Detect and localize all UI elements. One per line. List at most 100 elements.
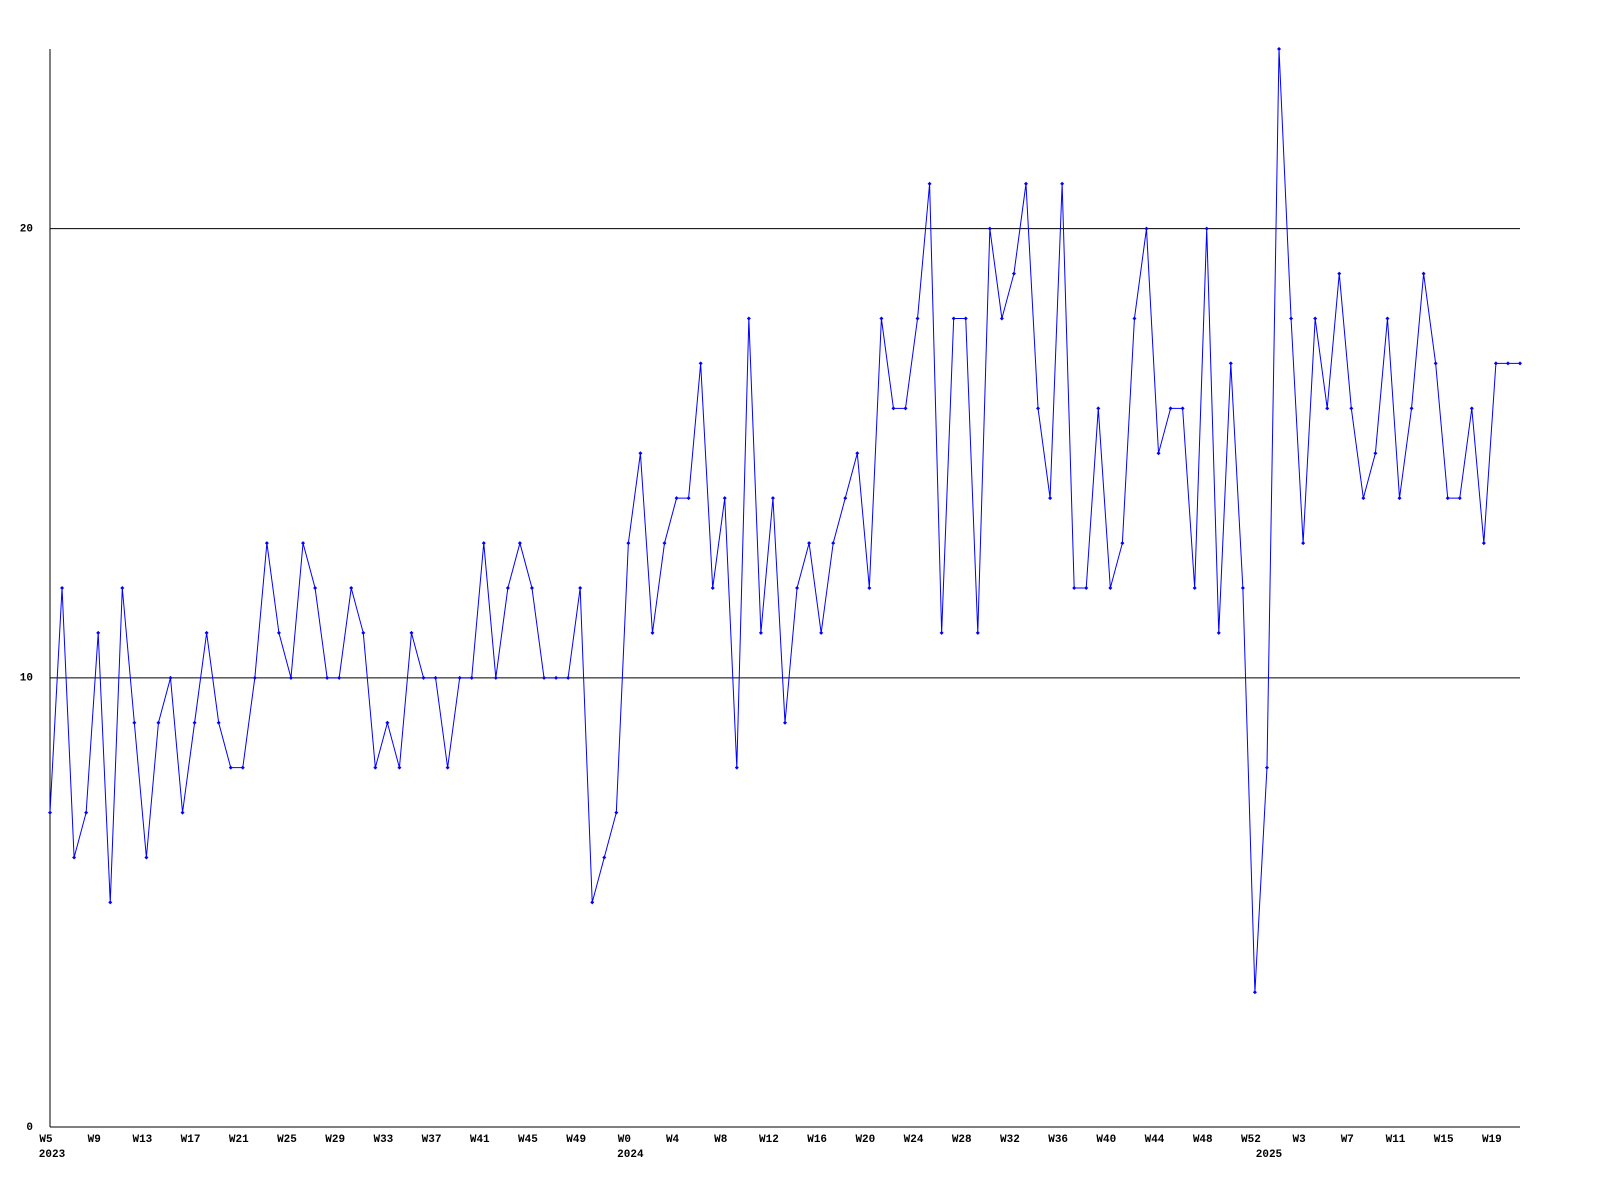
point — [1337, 271, 1342, 276]
point — [252, 675, 257, 680]
point — [1481, 541, 1486, 546]
point — [1397, 496, 1402, 501]
point — [1349, 406, 1354, 411]
x-tick-label: W29 — [325, 1134, 345, 1146]
point — [807, 541, 812, 546]
x-year-label: 2025 — [1256, 1149, 1283, 1161]
point — [529, 586, 534, 590]
x-tick-label: W41 — [470, 1134, 490, 1146]
point — [819, 630, 824, 635]
x-year-label: 2023 — [39, 1149, 66, 1161]
point — [481, 541, 486, 546]
point — [1156, 451, 1161, 456]
point — [60, 586, 65, 590]
point — [783, 720, 787, 725]
x-tick-label: W9 — [88, 1134, 101, 1146]
point — [867, 586, 872, 590]
point — [795, 586, 800, 590]
point — [698, 361, 703, 366]
point — [469, 675, 474, 680]
point — [855, 451, 860, 456]
point — [951, 316, 956, 321]
point — [517, 541, 522, 546]
point — [638, 451, 643, 456]
point — [180, 810, 185, 815]
point — [1120, 541, 1125, 546]
point — [48, 810, 52, 815]
x-tick-label: W28 — [952, 1134, 972, 1146]
point — [313, 586, 318, 590]
point — [734, 765, 739, 770]
point — [144, 855, 149, 860]
point — [168, 675, 173, 680]
point — [602, 855, 607, 860]
point — [421, 675, 426, 680]
point — [493, 675, 498, 680]
point — [373, 765, 378, 770]
point — [1325, 406, 1330, 411]
point — [650, 630, 655, 635]
point — [409, 630, 414, 635]
point — [1240, 586, 1245, 590]
x-tick-label: W45 — [518, 1134, 538, 1146]
point — [132, 720, 137, 725]
point — [1023, 181, 1028, 186]
point — [1048, 496, 1053, 501]
x-tick-label: W36 — [1048, 1134, 1068, 1146]
point — [1168, 406, 1173, 411]
point — [1505, 361, 1510, 366]
point — [1313, 316, 1318, 321]
point — [192, 720, 197, 725]
x-tick-label: W21 — [229, 1134, 249, 1146]
point — [120, 586, 125, 590]
x-tick-label: W7 — [1341, 1134, 1354, 1146]
x-tick-label: W49 — [566, 1134, 586, 1146]
point — [614, 810, 619, 815]
x-tick-label: W13 — [132, 1134, 152, 1146]
point — [1144, 226, 1149, 231]
point — [204, 630, 209, 635]
point — [770, 496, 775, 501]
point — [1204, 226, 1209, 231]
point — [1060, 181, 1065, 186]
x-tick-label: W24 — [904, 1134, 924, 1146]
point — [590, 900, 595, 905]
point — [433, 675, 438, 680]
point — [722, 496, 727, 501]
x-tick-label: W37 — [422, 1134, 442, 1146]
point — [891, 406, 896, 411]
x-tick-label: W17 — [181, 1134, 201, 1146]
x-tick-label: W32 — [1000, 1134, 1020, 1146]
point — [1373, 451, 1378, 456]
point — [1072, 586, 1077, 590]
point — [1457, 496, 1462, 501]
point — [1469, 406, 1474, 411]
point — [1445, 496, 1450, 501]
point — [1011, 271, 1016, 276]
point — [1132, 316, 1137, 321]
y-tick-label: 0 — [26, 1122, 33, 1134]
point — [1264, 765, 1269, 770]
point — [999, 316, 1004, 321]
point — [987, 226, 992, 231]
point — [276, 630, 281, 635]
point — [216, 720, 221, 725]
x-tick-label: W19 — [1482, 1134, 1502, 1146]
point — [1096, 406, 1101, 411]
point — [1433, 361, 1438, 366]
x-tick-label: W11 — [1386, 1134, 1406, 1146]
point — [505, 586, 510, 590]
x-tick-label: W4 — [666, 1134, 680, 1146]
x-tick-label: W52 — [1241, 1134, 1261, 1146]
x-year-label: 2024 — [617, 1149, 644, 1161]
point — [337, 675, 342, 680]
x-tick-label: W16 — [807, 1134, 827, 1146]
point — [1108, 586, 1113, 590]
x-tick-label: W8 — [714, 1134, 728, 1146]
point — [1216, 630, 1221, 635]
point — [1409, 406, 1414, 411]
point — [843, 496, 848, 501]
point — [325, 675, 330, 680]
point — [1180, 406, 1185, 411]
